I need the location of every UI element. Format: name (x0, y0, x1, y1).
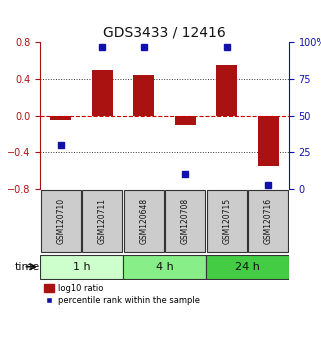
FancyBboxPatch shape (41, 190, 81, 252)
Bar (175, 116, 195, 125)
Text: time: time (15, 262, 40, 272)
FancyBboxPatch shape (82, 190, 122, 252)
Text: 24 h: 24 h (235, 262, 260, 272)
FancyBboxPatch shape (123, 255, 206, 279)
Text: GSM120715: GSM120715 (222, 198, 231, 244)
FancyBboxPatch shape (40, 255, 123, 279)
Text: 1 h: 1 h (73, 262, 91, 272)
Bar (258, 116, 279, 166)
FancyBboxPatch shape (206, 255, 289, 279)
Bar (134, 75, 154, 116)
FancyBboxPatch shape (124, 190, 164, 252)
FancyBboxPatch shape (248, 190, 288, 252)
FancyBboxPatch shape (165, 190, 205, 252)
Bar (50, 116, 71, 120)
Text: GSM120708: GSM120708 (181, 198, 190, 244)
Text: GSM120716: GSM120716 (264, 198, 273, 244)
Bar (216, 65, 237, 116)
Text: GSM120710: GSM120710 (56, 198, 65, 244)
Legend: log10 ratio, percentile rank within the sample: log10 ratio, percentile rank within the … (44, 284, 200, 306)
Bar (92, 70, 113, 116)
Text: GSM120648: GSM120648 (139, 198, 148, 244)
Title: GDS3433 / 12416: GDS3433 / 12416 (103, 26, 226, 40)
FancyBboxPatch shape (207, 190, 247, 252)
Text: GSM120711: GSM120711 (98, 198, 107, 244)
Text: 4 h: 4 h (156, 262, 173, 272)
